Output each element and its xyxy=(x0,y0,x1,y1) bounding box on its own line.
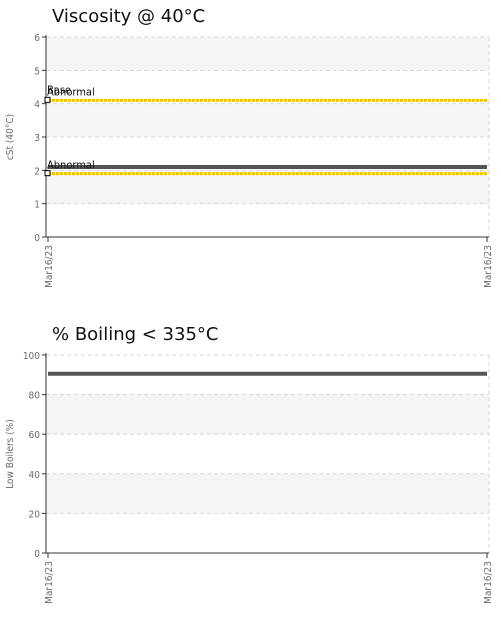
y-tick-label: 20 xyxy=(29,509,41,520)
y-tick-label: 40 xyxy=(29,470,41,481)
y-tick-label: 4 xyxy=(34,100,40,111)
limit-label: Abnormal xyxy=(47,159,95,172)
viscosity-chart: 0 1 2 3 4 5 6 cSt (40°C) Mar16/23 Mar16/23 Abnorma… xyxy=(5,33,494,288)
y-axis-label: cSt (40°C) xyxy=(5,114,16,160)
boiling-chart-title: % Boiling < 335°C xyxy=(52,324,219,345)
y-tick-label: 3 xyxy=(34,133,40,144)
x-tick-label: Mar16/23 xyxy=(44,561,55,604)
y-tick-label: 0 xyxy=(34,549,40,560)
y-tick-label: 0 xyxy=(34,233,40,244)
limit-marker xyxy=(44,170,51,177)
limit-marker xyxy=(44,96,51,103)
grid-band xyxy=(46,394,489,435)
y-tick-label: 2 xyxy=(34,166,40,177)
x-tick-label: Mar16/23 xyxy=(483,245,494,288)
y-tick-label: 60 xyxy=(29,430,41,441)
y-tick-label: 1 xyxy=(34,200,40,211)
x-tick-label: Mar16/23 xyxy=(44,245,55,288)
y-tick-label: 100 xyxy=(23,351,40,362)
y-tick-label: 6 xyxy=(34,33,40,44)
grid-band xyxy=(46,473,489,514)
grid-band xyxy=(46,170,489,204)
y-tick-label: 5 xyxy=(34,66,40,77)
y-axis-label: Low Boilers (%) xyxy=(5,419,16,489)
base-label: Base xyxy=(47,84,71,97)
boiling-chart: 0 20 40 60 80 100 Low Boilers (%) Mar16/23 Mar16… xyxy=(5,351,494,604)
grid-band xyxy=(46,37,489,71)
x-tick-label: Mar16/23 xyxy=(483,561,494,604)
viscosity-chart-title: Viscosity @ 40°C xyxy=(52,6,206,27)
limit-label: Abnormal xyxy=(47,85,95,98)
grid-band xyxy=(46,103,489,137)
y-tick-label: 80 xyxy=(29,391,41,402)
